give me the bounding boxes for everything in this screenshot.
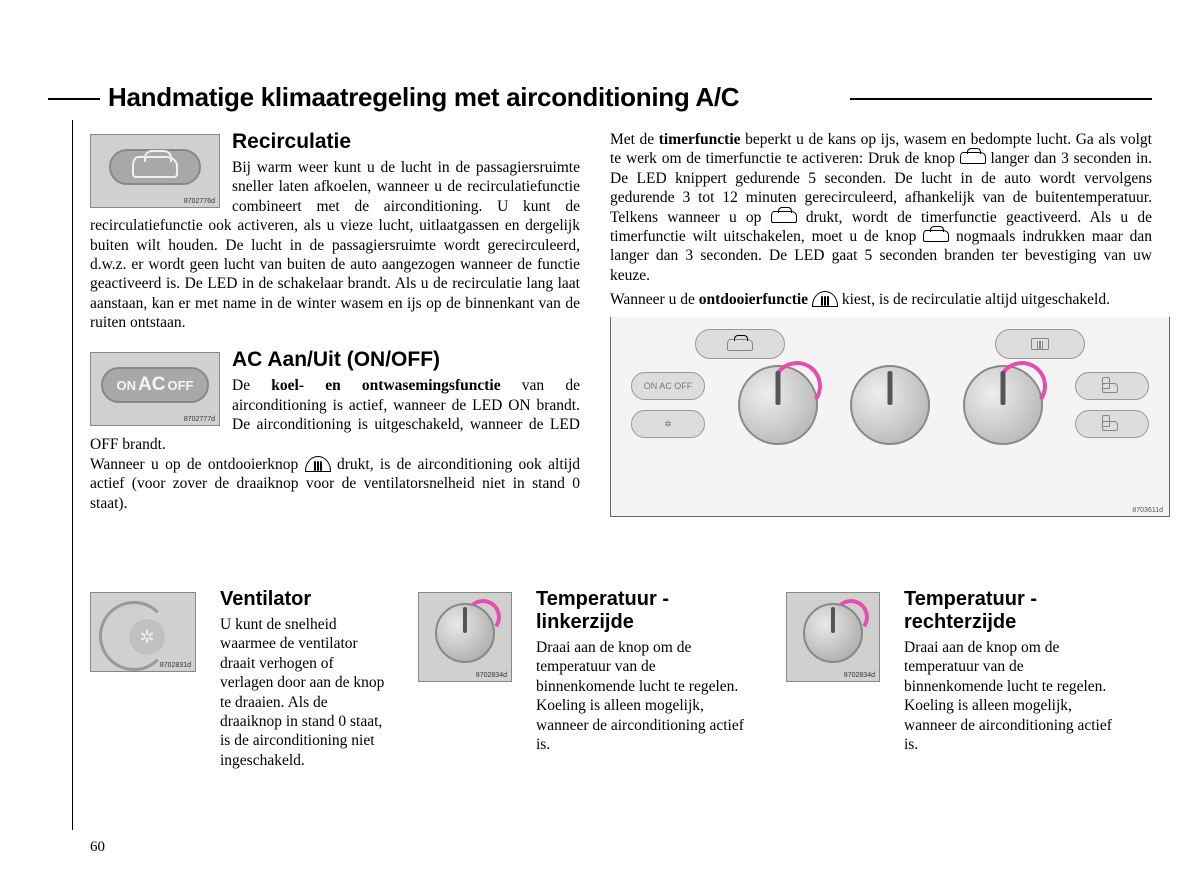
figure-temp-dial-left: 8702834d [418,592,512,682]
ac-on-label: ON [117,378,137,393]
recirc-inline-icon [923,230,949,242]
section-recirculation: 8702776d Recirculatie Bij warm weer kunt… [90,130,580,332]
t-bold: timerfunctie [659,131,741,148]
title-rule-left [48,98,100,100]
page-title: Handmatige klimaatregeling met aircondit… [108,82,739,113]
fan-icon: ✲ [664,419,672,430]
ac-bold: koel- en ontwasemingsfunctie [271,377,500,394]
figure-recirculation-button: 8702776d [90,134,220,208]
car-recirc-icon [727,339,753,351]
ac-button-graphic: ON AC OFF [101,367,209,403]
panel-seat-heat-left [1075,372,1149,400]
section-ac-onoff: ON AC OFF 8702777d AC Aan/Uit (ON/OFF) D… [90,348,580,513]
panel-right-buttons [1075,372,1149,438]
figure-caption: 8702831d [160,662,191,669]
section-ventilator: ✲ 8702831d Ventilator U kunt de snelheid… [90,588,390,770]
heading-temp-right: Temperatuur - rechterzijde [904,588,1126,634]
title-rule-right [850,98,1152,100]
ac2-pre: Wanneer u op de ontdooierknop [90,456,305,473]
dial-knob [435,603,495,663]
bottom-sections-row: ✲ 8702831d Ventilator U kunt de snelheid… [90,588,1152,770]
ac-pre: De [232,377,271,394]
panel-top-buttons [695,329,1085,359]
defrost-icon [812,291,838,307]
text-timer: Met de timerfunctie beperkt u de kans op… [610,130,1152,285]
panel-seat-heat-right [1075,410,1149,438]
dial-knob [803,603,863,663]
figure-caption: 8702776d [184,198,215,205]
figure-caption: 8702777d [184,416,215,423]
ac-ac-label: AC [138,374,165,396]
text-temp-right: Draai aan de knop om de temperatuur van … [904,638,1126,754]
figure-fan-dial: ✲ 8702831d [90,592,196,672]
panel-ac-button: ON AC OFF [631,372,705,400]
heading-temp-left: Temperatuur - linkerzijde [536,588,758,634]
panel-left-buttons: ON AC OFF ✲ [631,372,705,438]
right-column: Met de timerfunctie beperkt u de kans op… [610,130,1152,517]
recirc-button-graphic [109,149,201,185]
panel-dials-row: ON AC OFF ✲ [611,365,1169,445]
t-pre: Met de [610,131,659,148]
figure-temp-dial-right: 8702834d [786,592,880,682]
text-defrost-note: Wanneer u de ontdooierfunctie kiest, is … [610,289,1152,309]
recirc-inline-icon [960,152,986,164]
rear-defrost-icon [1031,338,1049,350]
page-number: 60 [90,839,105,856]
car-recirc-icon [132,156,178,178]
text-ac-2: Wanneer u op de ontdooierknop drukt, is … [90,454,580,513]
d-pre: Wanneer u de [610,291,699,308]
section-temp-left: 8702834d Temperatuur - linkerzijde Draai… [418,588,758,770]
defrost-icon [305,456,331,472]
panel-temp-dial-right [963,365,1043,445]
section-temp-right: 8702834d Temperatuur - rechterzijde Draa… [786,588,1126,770]
panel-recirc-button [695,329,785,359]
heading-ventilator: Ventilator [220,588,390,611]
left-column: 8702776d Recirculatie Bij warm weer kunt… [90,130,580,529]
panel-temp-dial-left [738,365,818,445]
figure-control-panel: ON AC OFF ✲ 8703611d [610,317,1170,517]
figure-caption: 8703611d [1132,507,1163,514]
text-ventilator: U kunt de snelheid waarmee de ventilator… [220,615,390,770]
seat-heat-icon [1102,379,1122,393]
d-post: kiest, is de recirculatie altijd uitgesc… [842,291,1110,308]
figure-caption: 8702834d [844,672,875,679]
panel-defrost-rear-button [995,329,1085,359]
panel-fan-button: ✲ [631,410,705,438]
d-bold: ontdooierfunctie [699,291,808,308]
figure-caption: 8702834d [476,672,507,679]
text-temp-left: Draai aan de knop om de temperatuur van … [536,638,758,754]
ac-off-label: OFF [167,378,193,393]
fan-icon: ✲ [129,619,165,655]
recirc-inline-icon [771,211,797,223]
page-left-rule [72,120,73,830]
figure-ac-button: ON AC OFF 8702777d [90,352,220,426]
panel-mode-dial [850,365,930,445]
seat-heat-icon [1102,417,1122,431]
